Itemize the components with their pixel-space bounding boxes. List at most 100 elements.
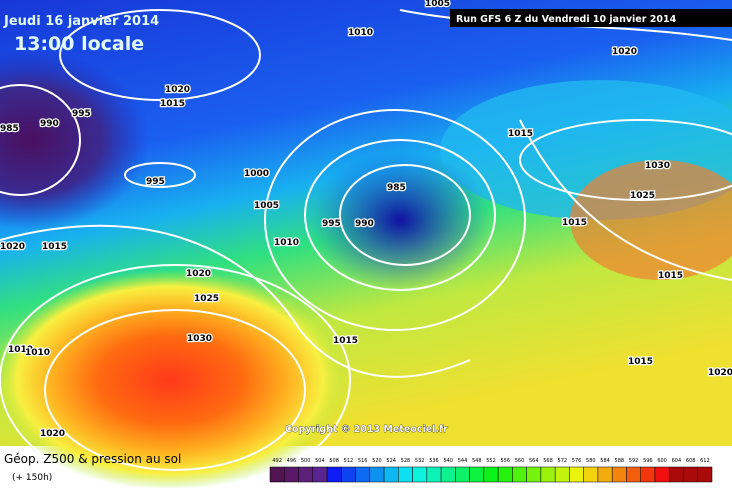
scale-swatch [683,466,698,483]
isobar-label: 995 [322,219,341,229]
isobars [0,9,732,488]
scale-swatch [483,466,499,483]
scale-label: 520 [372,458,382,464]
scale-label: 568 [543,458,553,464]
scale-label: 588 [615,458,625,464]
scale-label: 536 [429,458,439,464]
scale-swatch [668,466,684,483]
isobar-label: 1025 [194,294,219,304]
scale-swatch [512,466,527,483]
scale-label: 576 [572,458,582,464]
scale-label: 504 [315,458,325,464]
scale-label: 508 [329,458,339,464]
scale-swatch [369,466,385,483]
scale-label: 596 [643,458,653,464]
isobar-label: 1010 [274,238,299,248]
copyright: Copyright © 2013 Meteociel.fr [285,424,448,435]
scale-label: 552 [486,458,496,464]
scale-label: 600 [657,458,667,464]
isobar-label: 1020 [40,429,65,439]
isobar-label: 1020 [186,269,211,279]
isobar-label: 1015 [42,242,67,252]
isobar-label: 1015 [160,99,185,109]
scale-label: 532 [415,458,425,464]
scale-swatch [583,466,599,483]
scale-swatch [569,466,584,483]
scale-swatch [640,466,656,483]
scale-swatch [426,466,442,483]
isobar-label: 995 [72,109,91,119]
scale-label: 564 [529,458,539,464]
isobar-label: 1015 [333,336,358,346]
isobar-label: 1010 [25,348,50,358]
isobar-label: 1030 [645,161,670,171]
isobar-label: 1010 [348,28,373,38]
scale-swatch [526,466,542,483]
legend-title: Géop. Z500 & pression au sol [4,452,181,466]
scale-swatch [298,466,314,483]
legend: Géop. Z500 & pression au sol (+ 150h) 49… [4,452,713,483]
forecast-time: 13:00 locale [14,33,144,55]
scale-label: 524 [386,458,396,464]
forecast-date: Jeudi 16 janvier 2014 [3,14,159,29]
scale-label: 512 [344,458,354,464]
isobar-labels: 1005 1010 1020 985 990 995 1020 1015 995… [0,0,732,440]
isobar-label: 1025 [630,191,655,201]
run-banner [450,9,732,27]
scale-swatch [597,466,613,483]
scale-label: 584 [600,458,610,464]
scale-swatch [326,466,342,483]
scale-label: 528 [401,458,411,464]
isobar-label: 985 [387,183,406,193]
isobar-label: 1000 [244,169,269,179]
isobar-label: 1020 [708,368,732,378]
run-info: Run GFS 6 Z du Vendredi 10 janvier 2014 [456,14,677,25]
scale-label: 608 [686,458,696,464]
legend-subtitle: (+ 150h) [12,473,52,483]
scale-swatch [355,466,371,483]
scale-label: 572 [558,458,568,464]
isobar-label: 1020 [0,242,25,252]
scale-label: 580 [586,458,596,464]
scale-swatch [455,466,470,483]
scale-swatch [611,466,627,483]
scale-label: 500 [301,458,311,464]
field-region [570,160,732,280]
isobar-label: 1030 [187,334,212,344]
scale-label: 516 [358,458,368,464]
scale-swatch [540,466,556,483]
scale-swatch [554,466,570,483]
scale-label: 544 [458,458,468,464]
scale-label: 560 [515,458,525,464]
scale-swatch [312,466,328,483]
scale-swatch [398,466,413,483]
isobar-label: 985 [0,124,19,134]
scale-label: 612 [700,458,710,464]
scale-swatch [383,466,399,483]
isobar-label: 990 [355,219,374,229]
scale-swatch [654,466,670,483]
scale-label: 540 [443,458,453,464]
scale-swatch [440,466,456,483]
scale-label: 548 [472,458,482,464]
scale-swatch [284,466,299,483]
scale-swatch [412,466,428,483]
isobar-label: 1015 [508,129,533,139]
isobar-label: 1015 [658,271,683,281]
isobar-label: 1010 [8,345,33,355]
scale-label: 556 [500,458,510,464]
isobar-label: 1005 [254,201,279,211]
isobar-label: 1015 [628,357,653,367]
scale-swatch [697,466,713,483]
isobar-label: 1005 [425,0,450,9]
isobar-label: 1020 [165,85,190,95]
scale-swatch [269,466,285,483]
scale-swatch [626,466,641,483]
isobar-label: 995 [146,177,165,187]
scale-label: 604 [672,458,682,464]
isobar-label: 1015 [562,218,587,228]
scale-label: 496 [287,458,297,464]
